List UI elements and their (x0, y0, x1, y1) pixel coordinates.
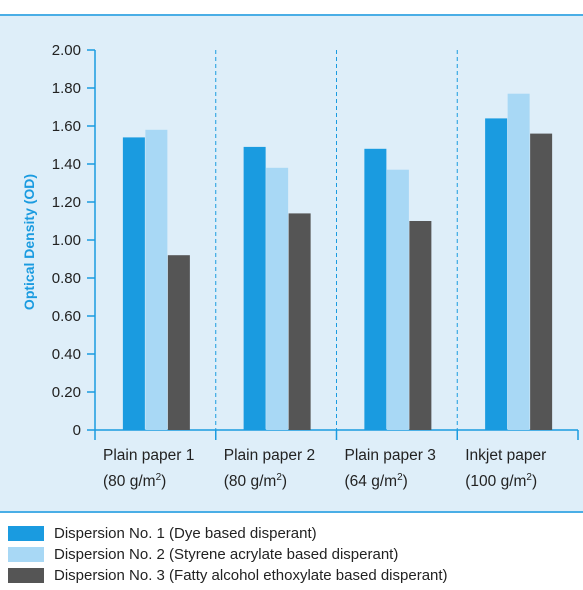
bar (266, 167, 289, 431)
bar (364, 148, 387, 431)
bar (122, 137, 145, 430)
bar (288, 213, 311, 430)
bar (145, 129, 168, 431)
legend-label: Dispersion No. 3 (Fatty alcohol ethoxyla… (54, 567, 448, 584)
legend-swatch (8, 568, 44, 583)
x-category-label: Plain paper 3 (345, 447, 436, 464)
bars (122, 93, 553, 431)
bar (507, 93, 530, 430)
top-rule (0, 14, 583, 16)
x-category-sublabel: (80 g/m2) (224, 472, 287, 490)
legend-swatch (8, 526, 44, 541)
legend-item: Dispersion No. 1 (Dye based disperant) (8, 523, 578, 544)
legend-item: Dispersion No. 3 (Fatty alcohol ethoxyla… (8, 565, 578, 586)
y-tick-label: 0.60 (52, 308, 81, 325)
y-tick-label: 1.40 (52, 156, 81, 173)
bar (530, 133, 553, 430)
legend-item: Dispersion No. 2 (Styrene acrylate based… (8, 544, 578, 565)
y-tick-label: 1.20 (52, 194, 81, 211)
y-tick-label: 1.60 (52, 118, 81, 135)
y-tick-label: 2.00 (52, 42, 81, 59)
x-category-sublabel: (100 g/m2) (465, 472, 537, 490)
y-axis-label: Optical Density (OD) (21, 174, 37, 310)
top-sliver (0, 0, 583, 14)
legend-swatch (8, 547, 44, 562)
y-tick-label: 1.80 (52, 80, 81, 97)
x-category-sublabel: (80 g/m2) (103, 472, 166, 490)
bar (485, 118, 508, 431)
y-tick-label: 0 (73, 422, 81, 439)
bar (409, 221, 432, 430)
legend-label: Dispersion No. 2 (Styrene acrylate based… (54, 546, 399, 563)
y-tick-labels: 0 0.20 0.40 0.60 0.80 1.00 1.20 1.40 1.60 1.80 2.0… (52, 42, 81, 439)
y-tick-label: 0.80 (52, 270, 81, 287)
bottom-rule (0, 511, 583, 513)
x-category-sublabel: (64 g/m2) (345, 472, 408, 490)
chart-frame: 0 0.20 0.40 0.60 0.80 1.00 1.20 1.40 1.60 1.80 2.0… (0, 0, 583, 513)
bar (243, 146, 266, 430)
y-tick-label: 1.00 (52, 232, 81, 249)
bar (386, 169, 409, 430)
x-category-label: Plain paper 1 (103, 447, 194, 464)
x-category-label: Plain paper 2 (224, 447, 315, 464)
bar-chart: 0 0.20 0.40 0.60 0.80 1.00 1.20 1.40 1.60 1.80 2.0… (21, 42, 579, 490)
x-category-labels: Plain paper 1 (80 g/m2) Plain paper 2 (80 g… (103, 447, 546, 490)
legend-label: Dispersion No. 1 (Dye based disperant) (54, 525, 317, 542)
x-category-label: Inkjet paper (465, 447, 546, 464)
bar (167, 255, 190, 430)
y-tick-label: 0.40 (52, 346, 81, 363)
legend: Dispersion No. 1 (Dye based disperant) Di… (8, 523, 578, 586)
y-tick-label: 0.20 (52, 384, 81, 401)
